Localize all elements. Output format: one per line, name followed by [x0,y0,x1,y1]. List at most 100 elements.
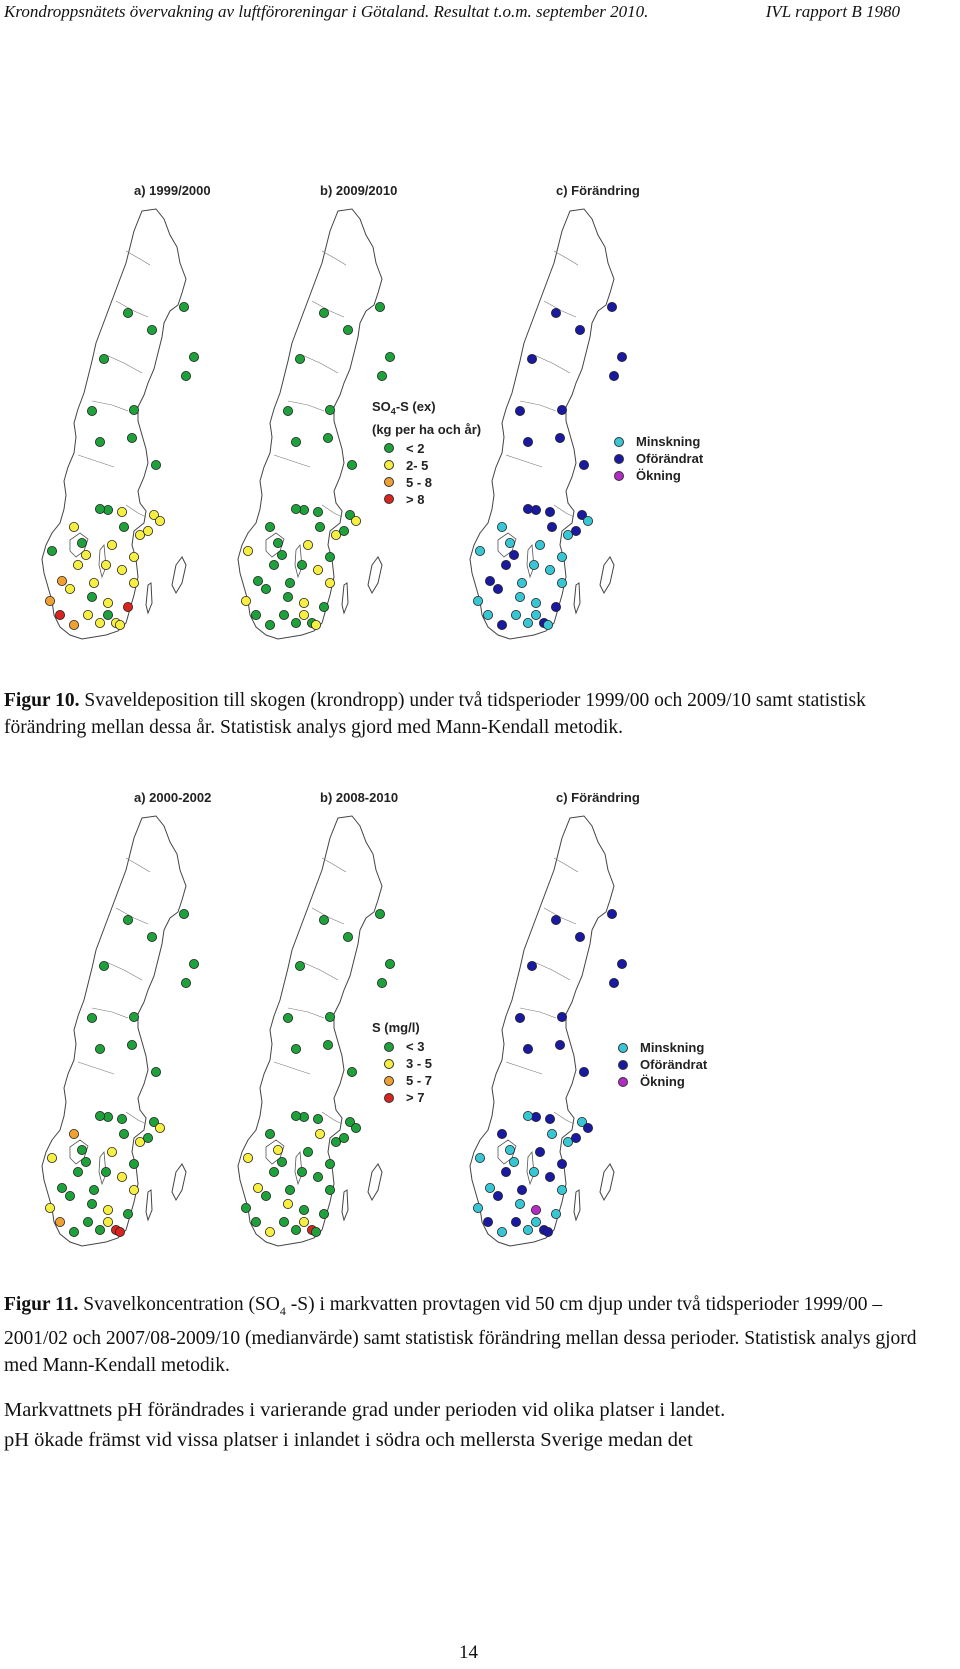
lake-outline [505,1061,543,1075]
lake-outline [91,400,129,412]
station-marker [311,1226,322,1237]
station-marker [531,609,542,620]
station-marker [482,1216,493,1227]
station-marker [299,1216,310,1227]
sweden-outline [469,815,615,1247]
station-marker [149,509,160,520]
lake-outline [505,454,543,468]
lake-outline [311,300,345,318]
station-marker [493,1190,504,1201]
fig10-panel-b-title: b) 2009/2010 [320,183,398,198]
station-marker [46,1152,57,1163]
station-marker [497,1226,508,1237]
station-marker [129,1158,140,1169]
station-marker [240,595,251,606]
lake-outline [115,907,149,925]
station-marker [472,595,483,606]
station-marker [325,1011,336,1022]
station-marker [579,1066,590,1077]
station-marker [557,551,568,562]
island-outline [367,1163,383,1202]
page-number: 14 [459,1642,478,1663]
station-marker [493,583,504,594]
station-marker [509,1156,520,1167]
island-outline [341,1189,349,1222]
station-marker [101,1166,112,1177]
station-marker [523,1043,534,1054]
lake-outline [533,961,571,981]
station-marker [279,609,290,620]
fig11-panel-c-title: c) Förändring [556,790,640,805]
lake-outline [543,300,577,318]
station-marker [119,1128,130,1139]
station-marker [69,521,80,532]
station-marker [557,1184,568,1195]
station-marker [180,370,191,381]
station-marker [311,619,322,630]
station-marker [129,551,140,562]
station-marker [484,575,495,586]
station-marker [313,564,324,575]
station-marker [295,353,306,364]
station-marker [261,1190,272,1201]
station-marker [265,619,276,630]
fig11-change-legend: Minskning Oförändrat Ökning [618,1039,707,1090]
fig11-change-item: Oförändrat [618,1056,707,1073]
station-marker [87,1012,98,1023]
fig10-change-legend: Minskning Oförändrat Ökning [614,433,703,484]
station-marker [89,1184,100,1195]
lake-outline [519,1007,557,1019]
station-marker [325,1158,336,1169]
station-marker [180,977,191,988]
legend-dot-icon [618,1059,628,1070]
station-marker [517,1184,528,1195]
fig10-change-item: Oförändrat [614,450,703,467]
station-marker [291,1110,302,1121]
sweden-outline [237,815,383,1247]
station-marker [351,515,362,526]
fig11-map-c [469,815,627,1247]
station-marker [73,1166,84,1177]
station-marker [543,1226,554,1237]
station-marker [384,351,395,362]
station-marker [374,909,385,920]
station-marker [325,1184,336,1195]
fig10-caption: Figur 10. Svaveldeposition till skogen (… [4,690,866,738]
station-marker [56,575,67,586]
station-marker [484,1182,495,1193]
station-marker [557,404,568,415]
station-marker [527,353,538,364]
island-outline [599,1163,615,1202]
station-marker [107,1146,118,1157]
station-marker [117,1113,128,1124]
station-marker [77,1144,88,1155]
legend-dot-icon [384,1092,394,1103]
station-marker [474,545,485,556]
station-marker [269,559,280,570]
station-marker [501,1166,512,1177]
station-marker [87,405,98,416]
lake-outline [519,400,557,412]
station-marker [273,537,284,548]
station-marker [343,932,354,943]
station-marker [252,575,263,586]
station-marker [515,591,526,602]
station-marker [319,915,330,926]
lake-outline [77,454,115,468]
fig10-legend-title: SO4-S (ex) (kg per ha och år) [372,399,482,437]
station-marker [188,351,199,362]
fig11-legend-item: 5 - 7 [372,1072,432,1089]
station-marker [143,525,154,536]
station-marker [291,617,302,628]
station-marker [547,1128,558,1139]
station-marker [77,537,88,548]
station-marker [56,1182,67,1193]
station-marker [103,1204,114,1215]
station-marker [127,1039,138,1050]
island-outline [171,1163,187,1202]
station-marker [89,577,100,588]
legend-dot-icon [614,470,624,481]
station-marker [376,977,387,988]
station-marker [523,1110,534,1121]
station-marker [265,1226,276,1237]
